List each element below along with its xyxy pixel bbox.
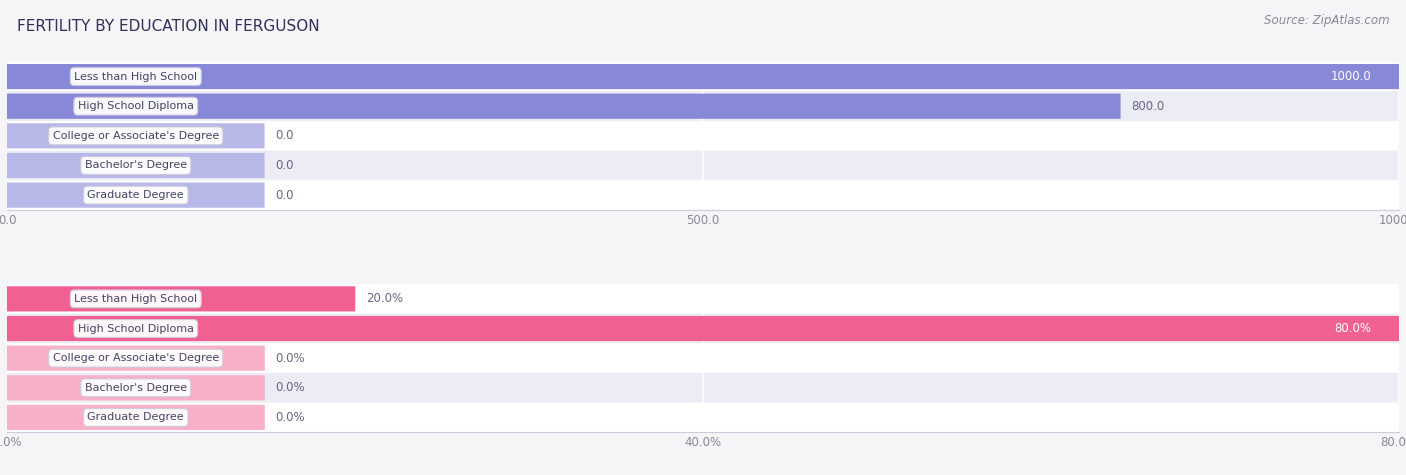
FancyBboxPatch shape: [7, 182, 264, 208]
Text: Less than High School: Less than High School: [75, 294, 197, 304]
FancyBboxPatch shape: [7, 123, 264, 149]
FancyBboxPatch shape: [7, 403, 1399, 432]
Text: Less than High School: Less than High School: [75, 72, 197, 82]
FancyBboxPatch shape: [7, 316, 1399, 341]
Text: 0.0%: 0.0%: [276, 381, 305, 394]
FancyBboxPatch shape: [7, 151, 1399, 180]
FancyBboxPatch shape: [7, 405, 264, 430]
Text: High School Diploma: High School Diploma: [77, 323, 194, 333]
FancyBboxPatch shape: [7, 375, 264, 400]
Text: 0.0: 0.0: [276, 159, 294, 172]
Text: 0.0%: 0.0%: [276, 411, 305, 424]
FancyBboxPatch shape: [7, 64, 1399, 89]
Text: FERTILITY BY EDUCATION IN FERGUSON: FERTILITY BY EDUCATION IN FERGUSON: [17, 19, 319, 34]
FancyBboxPatch shape: [7, 343, 1399, 373]
FancyBboxPatch shape: [7, 373, 1399, 403]
Text: 20.0%: 20.0%: [366, 293, 404, 305]
FancyBboxPatch shape: [7, 121, 1399, 151]
Text: 80.0%: 80.0%: [1334, 322, 1371, 335]
Text: Bachelor's Degree: Bachelor's Degree: [84, 383, 187, 393]
Text: Source: ZipAtlas.com: Source: ZipAtlas.com: [1264, 14, 1389, 27]
FancyBboxPatch shape: [7, 94, 1121, 119]
Text: High School Diploma: High School Diploma: [77, 101, 194, 111]
FancyBboxPatch shape: [7, 284, 1399, 314]
Text: 1000.0: 1000.0: [1330, 70, 1371, 83]
FancyBboxPatch shape: [7, 345, 264, 371]
Text: Graduate Degree: Graduate Degree: [87, 190, 184, 200]
FancyBboxPatch shape: [7, 153, 264, 178]
FancyBboxPatch shape: [7, 286, 356, 312]
Text: College or Associate's Degree: College or Associate's Degree: [52, 131, 219, 141]
FancyBboxPatch shape: [7, 91, 1399, 121]
Text: 0.0: 0.0: [276, 189, 294, 201]
Text: College or Associate's Degree: College or Associate's Degree: [52, 353, 219, 363]
Text: 800.0: 800.0: [1132, 100, 1166, 113]
FancyBboxPatch shape: [7, 62, 1399, 91]
Text: 0.0: 0.0: [276, 129, 294, 142]
FancyBboxPatch shape: [7, 180, 1399, 210]
Text: 0.0%: 0.0%: [276, 352, 305, 365]
FancyBboxPatch shape: [7, 314, 1399, 343]
Text: Bachelor's Degree: Bachelor's Degree: [84, 161, 187, 171]
Text: Graduate Degree: Graduate Degree: [87, 412, 184, 422]
